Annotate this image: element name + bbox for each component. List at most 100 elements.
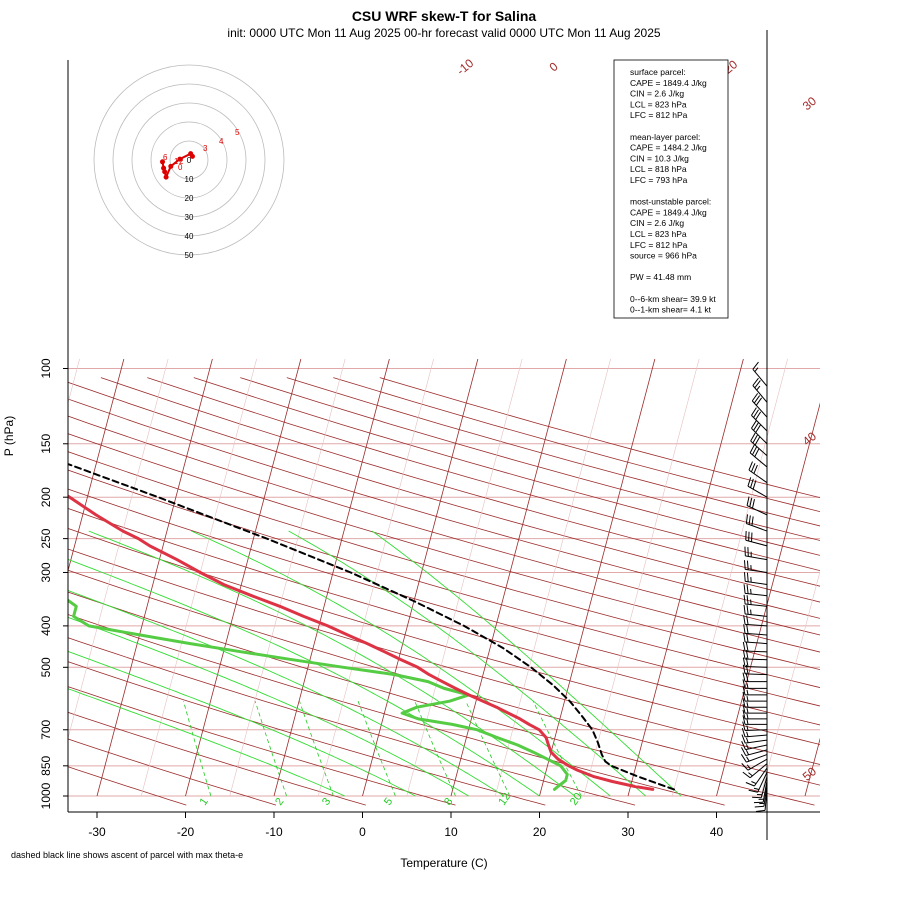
hodograph-point-label: 0 <box>178 163 183 172</box>
chart-title: CSU WRF skew-T for Salina <box>352 8 537 24</box>
wind-barb-flag <box>742 704 746 714</box>
wind-barb-flag <box>750 478 754 488</box>
wind-barb-flag <box>749 497 753 507</box>
parameter-line: CIN = 2.6 J/kg <box>630 89 684 99</box>
hodograph-ring <box>169 140 209 180</box>
wind-barb-half-flag <box>746 719 749 725</box>
dry-adiabat-line <box>68 591 815 806</box>
hodograph-ring <box>112 83 266 237</box>
wind-barb-staff <box>764 788 768 811</box>
dry-adiabat-line <box>193 377 820 556</box>
y-tick-label: 100 <box>39 358 53 378</box>
wind-barb-flag <box>745 642 749 652</box>
wind-barb-half-flag <box>746 683 749 689</box>
wind-barb-flag <box>742 672 746 682</box>
wind-barb-staff <box>763 784 768 807</box>
wind-barb-staff <box>751 400 768 418</box>
y-tick-label: 300 <box>39 562 53 582</box>
wind-barb-flag <box>750 432 756 442</box>
wind-barb-half-flag <box>746 764 751 769</box>
wind-barb-flag <box>741 734 746 744</box>
dry-adiabat-line <box>379 377 820 499</box>
parameter-line: LCL = 823 hPa <box>630 99 687 109</box>
wind-barb-half-flag <box>746 731 749 737</box>
wind-barb-flag <box>743 572 746 582</box>
guide-line <box>140 358 257 797</box>
wind-barb-staff <box>745 632 768 636</box>
wind-barb-flag <box>746 595 749 605</box>
wind-barb-staff <box>747 485 768 498</box>
moist-adiabat-line <box>68 589 505 797</box>
wind-barb-flag <box>747 477 752 487</box>
wind-barb-staff <box>745 749 768 757</box>
parameter-line: LCL = 823 hPa <box>630 229 687 239</box>
dry-adiabat-line <box>68 469 820 689</box>
wind-barb-flag <box>755 411 762 420</box>
mixing-ratio-line <box>414 701 456 797</box>
wind-barb-flag <box>742 771 751 779</box>
wind-barbs <box>740 361 768 813</box>
dry-adiabat-line <box>68 381 820 603</box>
y-tick-label: 250 <box>39 528 53 548</box>
wind-barb-flag <box>742 664 746 674</box>
wind-barb-half-flag <box>746 702 749 708</box>
isotherm-label: 0 <box>547 59 561 74</box>
wind-barb-flag <box>751 420 757 429</box>
guide-line <box>583 358 700 797</box>
wind-barb-staff <box>747 758 768 771</box>
wind-barb-staff <box>751 427 768 445</box>
guide-line <box>671 358 788 797</box>
x-tick-label: 30 <box>621 825 635 839</box>
wind-barb-half-flag <box>748 772 753 777</box>
guide-line <box>317 358 434 797</box>
dry-adiabat-line <box>68 415 820 636</box>
hodograph-point-label: 5 <box>235 128 240 137</box>
y-tick-label: 150 <box>39 433 53 453</box>
wind-barb-flag <box>742 649 746 660</box>
hodograph-point-label: 2 <box>179 157 184 166</box>
wind-barb-half-flag <box>746 713 749 719</box>
wind-barb-staff <box>745 734 768 738</box>
dry-adiabat-line <box>68 398 820 619</box>
wind-barb-staff <box>745 580 768 585</box>
wind-barb-flag <box>752 434 758 444</box>
wind-barb-flag <box>753 409 759 418</box>
parameter-line: PW = 41.48 mm <box>630 272 691 282</box>
hodograph-ring-label: 50 <box>185 251 194 260</box>
wind-barb-flag <box>742 692 746 702</box>
parameter-box-frame <box>613 59 729 319</box>
wind-barb-half-flag <box>746 737 749 743</box>
isotherm-line <box>362 358 479 797</box>
wind-barb-flag <box>742 641 746 652</box>
wind-barb-staff <box>746 523 768 532</box>
hodograph-trace <box>161 152 194 181</box>
dewpoint-profile-line <box>68 598 569 791</box>
moist-adiabat-line <box>68 558 540 797</box>
isotherm-label: 40 <box>800 429 819 449</box>
parameter-line: surface parcel: <box>630 67 686 77</box>
wind-barb-flag <box>754 380 761 389</box>
y-tick-label: 500 <box>39 657 53 677</box>
wind-barb-staff <box>745 592 768 597</box>
wind-barb-flag <box>741 763 749 771</box>
wind-barb-staff <box>745 623 768 627</box>
moist-adiabat-line <box>371 530 682 797</box>
isotherm-line <box>894 359 900 796</box>
isotherm-line <box>450 358 567 797</box>
hodograph-ring <box>93 64 285 256</box>
guide-line <box>849 359 900 796</box>
isotherm-line <box>273 358 390 797</box>
wind-barb-flag <box>746 633 749 643</box>
wind-barb-flag <box>752 377 759 386</box>
wind-barb-staff <box>745 555 768 561</box>
wind-barb-flag <box>742 685 746 695</box>
dry-adiabat-line <box>68 661 546 806</box>
mixing-ratio-label: 8 <box>442 796 455 808</box>
wind-barb-flag <box>743 584 746 594</box>
moist-adiabat-line <box>68 650 416 797</box>
wind-barb-half-flag <box>745 749 750 756</box>
y-tick-label: 850 <box>39 755 53 775</box>
wind-barb-flag <box>755 809 766 813</box>
